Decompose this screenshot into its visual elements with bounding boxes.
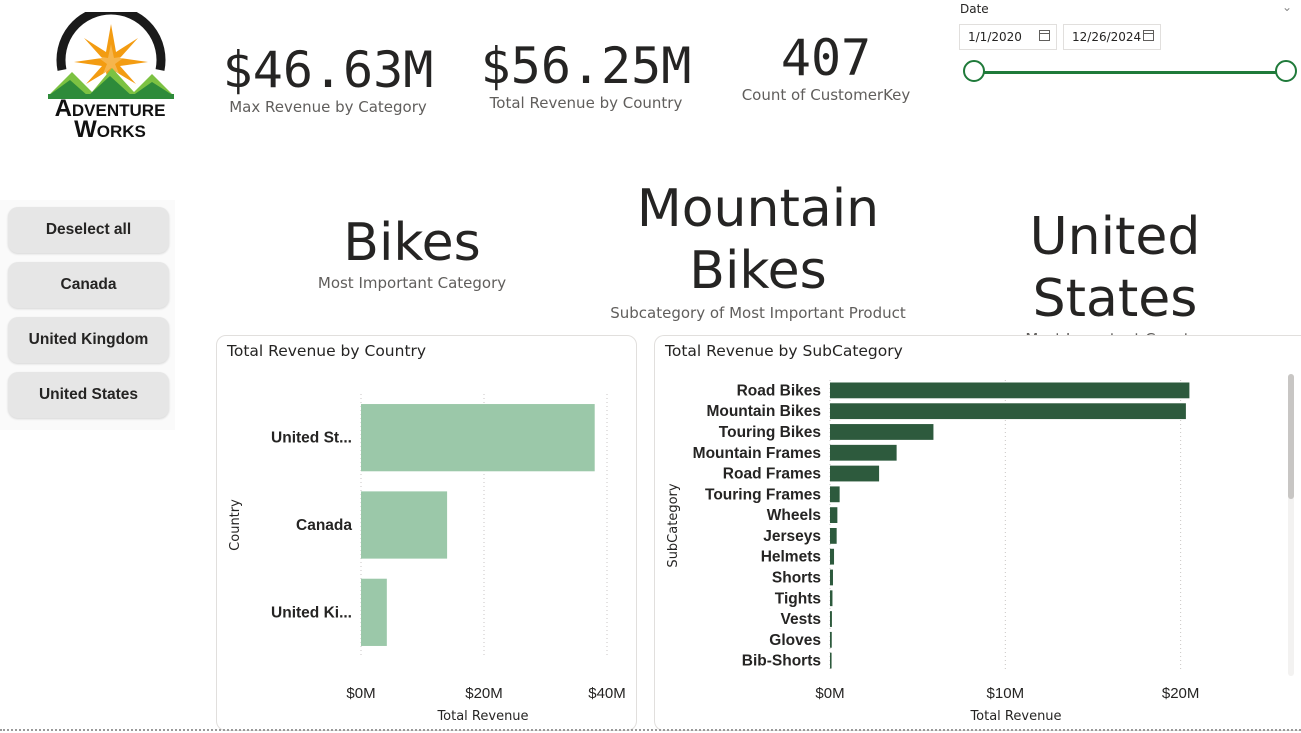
most-important-subcategory-card: Mountain Bikes Subcategory of Most Impor… <box>608 178 908 322</box>
highlight-value-line2: Bikes <box>689 241 827 301</box>
bar[interactable] <box>830 631 832 648</box>
deselect-all-button[interactable]: Deselect all <box>8 207 169 253</box>
country-revenue-chart-plot: $0M $20M $40M United St... Canada United Ki..… <box>228 394 626 724</box>
x-tick-label: $40M <box>588 685 626 702</box>
bar[interactable] <box>830 652 832 669</box>
category-label: Road Bikes <box>737 382 821 399</box>
kpi-label: Count of CustomerKey <box>741 86 911 104</box>
logo-line2: Works <box>74 116 146 143</box>
highlight-label: Subcategory of Most Important Product <box>610 304 906 322</box>
adventure-works-logo <box>48 12 174 99</box>
calendar-icon[interactable] <box>1039 30 1050 41</box>
country-button-united-states[interactable]: United States <box>8 372 169 418</box>
most-important-category-card: Bikes Most Important Category <box>282 212 542 292</box>
x-tick-label: $0M <box>815 685 844 702</box>
bar[interactable] <box>830 590 833 607</box>
category-label: Vests <box>780 611 821 628</box>
most-important-country-card: United States Most Important Country <box>940 206 1290 348</box>
bar[interactable] <box>361 404 595 472</box>
country-button-canada[interactable]: Canada <box>8 262 169 308</box>
chart-title: Total Revenue by Country <box>227 342 427 360</box>
chart-scrollbar-thumb[interactable] <box>1288 374 1294 499</box>
highlight-label: Most Important Category <box>317 274 507 292</box>
bar[interactable] <box>361 491 448 559</box>
x-axis-label: Total Revenue <box>436 709 528 724</box>
bar[interactable] <box>830 548 835 565</box>
category-label: Tights <box>775 590 821 607</box>
y-axis-label: SubCategory <box>666 483 681 567</box>
kpi-total-revenue-card: $56.25M Total Revenue by Country <box>466 38 706 112</box>
logo-wordmark: Adventure Works <box>36 95 184 143</box>
x-tick-label: $20M <box>1162 685 1200 702</box>
subcategory-revenue-chart-plot: $0M $10M $20M Road Bikes Mountain Bikes Touri… <box>666 380 1200 724</box>
date-slider-start-handle[interactable] <box>963 60 985 82</box>
x-tick-label: $0M <box>346 685 375 702</box>
kpi-label: Total Revenue by Country <box>489 94 683 112</box>
category-label: Canada <box>296 517 352 534</box>
chart-title: Total Revenue by SubCategory <box>665 342 903 360</box>
date-start-value: 1/1/2020 <box>968 30 1022 44</box>
category-label: Gloves <box>769 632 821 649</box>
kpi-max-revenue-card: $46.63M Max Revenue by Category <box>208 42 448 116</box>
calendar-icon[interactable] <box>1143 30 1154 41</box>
kpi-value: $56.25M <box>480 37 692 95</box>
bar[interactable] <box>830 382 1190 399</box>
category-label: Touring Frames <box>705 486 821 503</box>
bar[interactable] <box>830 507 838 524</box>
bar[interactable] <box>830 424 934 440</box>
page-bottom-border <box>0 729 1301 731</box>
bar[interactable] <box>830 444 897 461</box>
bar[interactable] <box>830 611 832 627</box>
bar[interactable] <box>361 578 387 646</box>
date-range-slider-track[interactable] <box>974 71 1286 74</box>
country-button-united-kingdom[interactable]: United Kingdom <box>8 317 169 363</box>
date-slider-end-handle[interactable] <box>1275 60 1297 82</box>
bar[interactable] <box>830 569 833 586</box>
category-label: Shorts <box>772 569 821 586</box>
bar[interactable] <box>830 486 840 503</box>
category-label: Touring Bikes <box>719 424 821 441</box>
kpi-value: 407 <box>780 29 872 87</box>
x-tick-label: $10M <box>987 685 1025 702</box>
category-label: United Ki... <box>271 604 352 621</box>
category-label: Jerseys <box>763 528 821 545</box>
subcategory-revenue-chart: Total Revenue by SubCategory $0M $10M $20M… <box>654 335 1301 731</box>
chevron-down-icon[interactable]: ⌄ <box>1282 0 1293 14</box>
kpi-value: $46.63M <box>222 41 434 99</box>
date-end-value: 12/26/2024 <box>1072 30 1142 44</box>
category-label: Helmets <box>761 549 821 566</box>
highlight-value-line1: Mountain <box>636 179 880 239</box>
highlight-value: United States <box>1029 207 1201 329</box>
category-label: Road Frames <box>723 466 821 483</box>
logo-line1: Adventure <box>54 95 166 122</box>
date-start-input[interactable]: 1/1/2020 <box>959 24 1057 50</box>
date-slicer-title: Date <box>960 2 989 16</box>
bar[interactable] <box>830 465 880 482</box>
category-label: Mountain Frames <box>693 445 821 462</box>
date-end-input[interactable]: 12/26/2024 <box>1063 24 1161 50</box>
category-label: Bib-Shorts <box>742 653 821 670</box>
category-label: Wheels <box>767 507 821 524</box>
kpi-customer-count-card: 407 Count of CustomerKey <box>726 30 926 104</box>
highlight-value: Bikes <box>343 213 481 273</box>
x-axis-label: Total Revenue <box>969 709 1061 724</box>
x-tick-label: $20M <box>465 685 503 702</box>
bar[interactable] <box>830 527 837 544</box>
y-axis-label: Country <box>228 499 243 551</box>
chart-scrollbar[interactable] <box>1288 374 1294 676</box>
country-revenue-chart: Total Revenue by Country $0M $20M $40M Unit… <box>216 335 637 731</box>
kpi-label: Max Revenue by Category <box>229 98 427 116</box>
category-label: Mountain Bikes <box>706 403 821 420</box>
bar[interactable] <box>830 403 1186 420</box>
category-label: United St... <box>271 430 352 447</box>
